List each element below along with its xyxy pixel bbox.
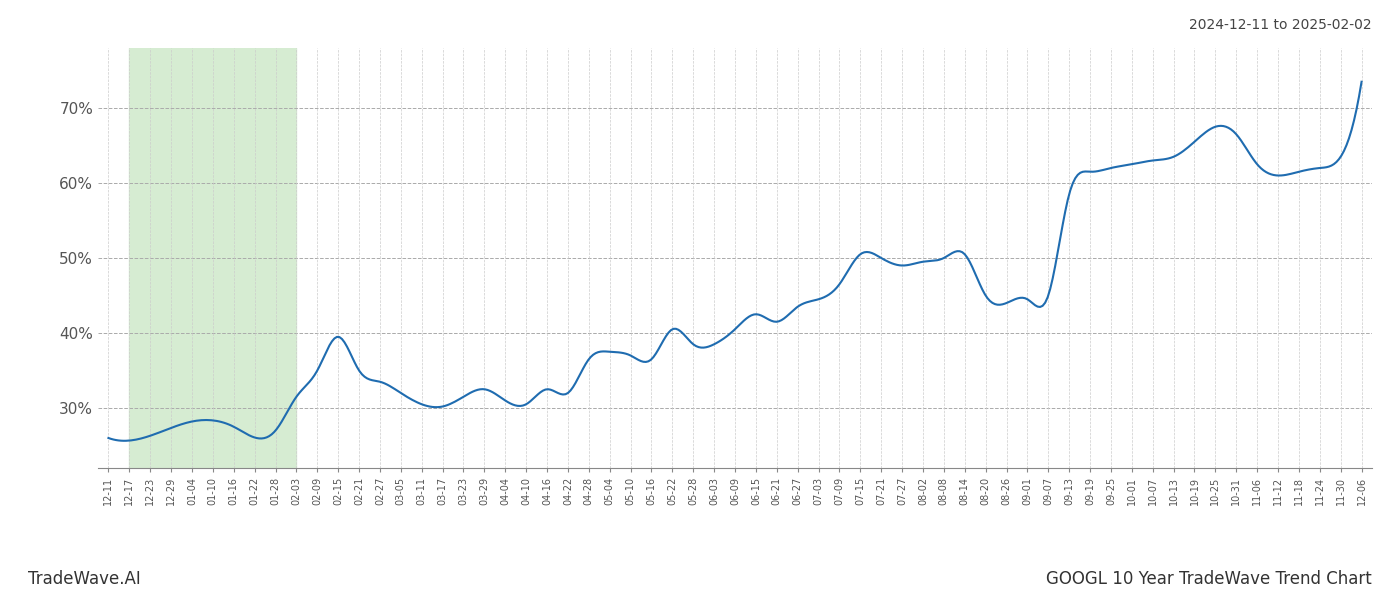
Bar: [129, 48, 297, 468]
Text: GOOGL 10 Year TradeWave Trend Chart: GOOGL 10 Year TradeWave Trend Chart: [1046, 570, 1372, 588]
Text: 2024-12-11 to 2025-02-02: 2024-12-11 to 2025-02-02: [1190, 18, 1372, 32]
Text: TradeWave.AI: TradeWave.AI: [28, 570, 141, 588]
